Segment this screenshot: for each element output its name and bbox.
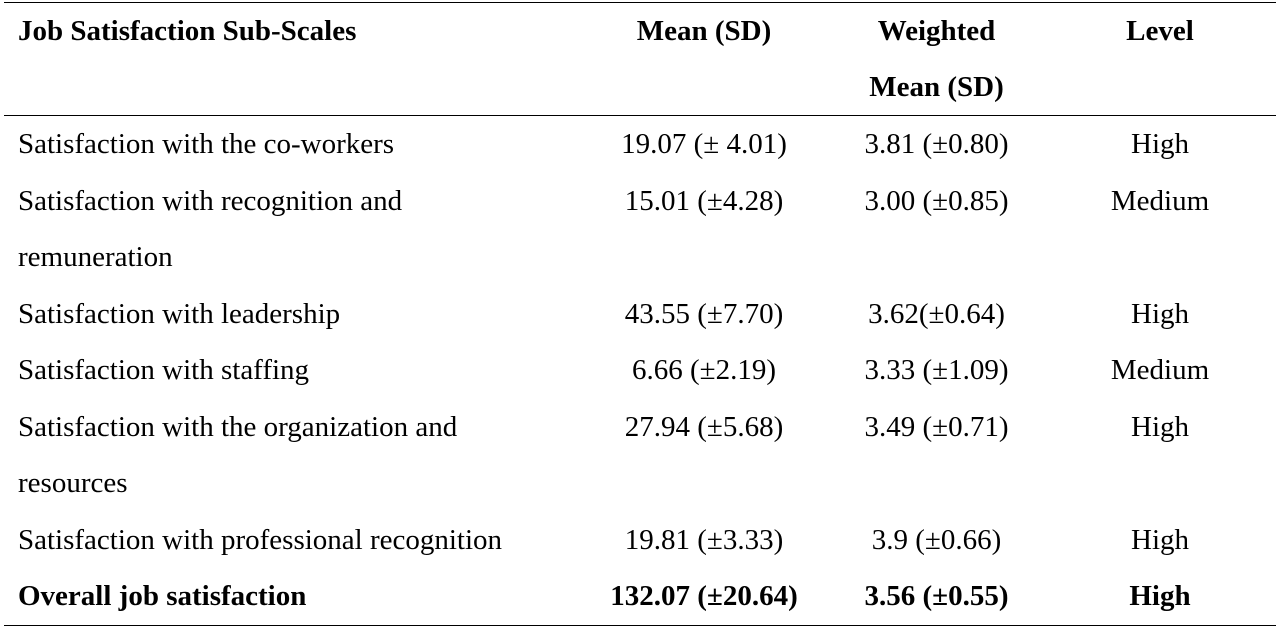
overall-row: Overall job satisfaction 132.07 (±20.64)…: [4, 568, 1276, 625]
table-row: Satisfaction with the organization and r…: [4, 399, 1276, 512]
overall-weighted-mean: 3.56 (±0.55): [864, 580, 1009, 612]
row-weighted-mean: 3.49 (±0.71): [864, 410, 1009, 443]
overall-level: High: [1129, 580, 1191, 612]
row-level: High: [1131, 523, 1189, 556]
row-subscale-line2: remuneration: [18, 241, 173, 273]
row-weighted-mean: 3.00 (±0.85): [864, 184, 1009, 217]
row-subscale-line1: Satisfaction with recognition and: [18, 184, 403, 217]
table-body: Satisfaction with the co-workers 19.07 (…: [4, 116, 1276, 625]
row-subscale: Satisfaction with leadership: [4, 286, 579, 343]
row-level: High: [1131, 128, 1189, 160]
header-weighted-mean: Weighted Mean (SD): [829, 3, 1044, 116]
job-satisfaction-table: Job Satisfaction Sub-Scales Mean (SD) We…: [4, 2, 1276, 626]
row-level: High: [1131, 410, 1189, 443]
row-mean: 15.01 (±4.28): [624, 184, 784, 217]
row-weighted-mean: 3.62(±0.64): [868, 297, 1005, 330]
row-subscale-line1: Satisfaction with leadership: [18, 297, 341, 330]
row-subscale: Satisfaction with the co-workers: [4, 116, 579, 173]
header-level: Level: [1044, 3, 1276, 116]
row-level: Medium: [1110, 354, 1210, 386]
table-row: Satisfaction with leadership 43.55 (±7.7…: [4, 286, 1276, 343]
row-weighted-mean: 3.9 (±0.66): [871, 523, 1002, 556]
row-subscale: Satisfaction with recognition and remune…: [4, 173, 579, 286]
header-mean-text: Mean (SD): [636, 15, 772, 47]
table-header: Job Satisfaction Sub-Scales Mean (SD) We…: [4, 2, 1276, 116]
row-mean: 43.55 (±7.70): [624, 297, 784, 330]
table-row: Satisfaction with recognition and remune…: [4, 173, 1276, 286]
header-weighted-line2: Mean (SD): [869, 71, 1004, 103]
header-row: Job Satisfaction Sub-Scales Mean (SD) We…: [4, 2, 1276, 116]
row-weighted-mean: 3.33 (±1.09): [864, 354, 1009, 386]
row-subscale: Satisfaction with staffing: [4, 342, 579, 399]
overall-mean: 132.07 (±20.64): [610, 580, 798, 612]
row-subscale-line2: resources: [18, 467, 128, 499]
header-mean: Mean (SD): [579, 3, 829, 116]
header-subscale: Job Satisfaction Sub-Scales: [4, 3, 579, 116]
row-mean: 6.66 (±2.19): [632, 354, 776, 386]
header-weighted-line1: Weighted: [877, 15, 996, 47]
row-subscale-line1: Satisfaction with staffing: [18, 354, 310, 386]
row-subscale-line1: Satisfaction with professional recogniti…: [18, 523, 503, 556]
row-level: Medium: [1110, 184, 1210, 217]
row-subscale: Satisfaction with professional recogniti…: [4, 512, 579, 569]
job-satisfaction-table-container: Job Satisfaction Sub-Scales Mean (SD) We…: [4, 2, 1276, 626]
row-subscale-line1: Satisfaction with the co-workers: [18, 128, 395, 160]
overall-subscale: Overall job satisfaction: [18, 580, 307, 612]
row-mean: 19.07 (± 4.01): [621, 128, 787, 160]
header-level-text: Level: [1126, 15, 1194, 47]
row-mean: 19.81 (±3.33): [624, 523, 784, 556]
row-subscale-line1: Satisfaction with the organization and: [18, 410, 458, 443]
table-row: Satisfaction with staffing 6.66 (±2.19) …: [4, 342, 1276, 399]
row-mean: 27.94 (±5.68): [624, 410, 784, 443]
row-subscale: Satisfaction with the organization and r…: [4, 399, 579, 512]
row-level: High: [1131, 297, 1189, 330]
header-subscale-text: Job Satisfaction Sub-Scales: [18, 15, 357, 47]
table-row: Satisfaction with professional recogniti…: [4, 512, 1276, 569]
table-row: Satisfaction with the co-workers 19.07 (…: [4, 116, 1276, 173]
row-weighted-mean: 3.81 (±0.80): [864, 128, 1009, 160]
